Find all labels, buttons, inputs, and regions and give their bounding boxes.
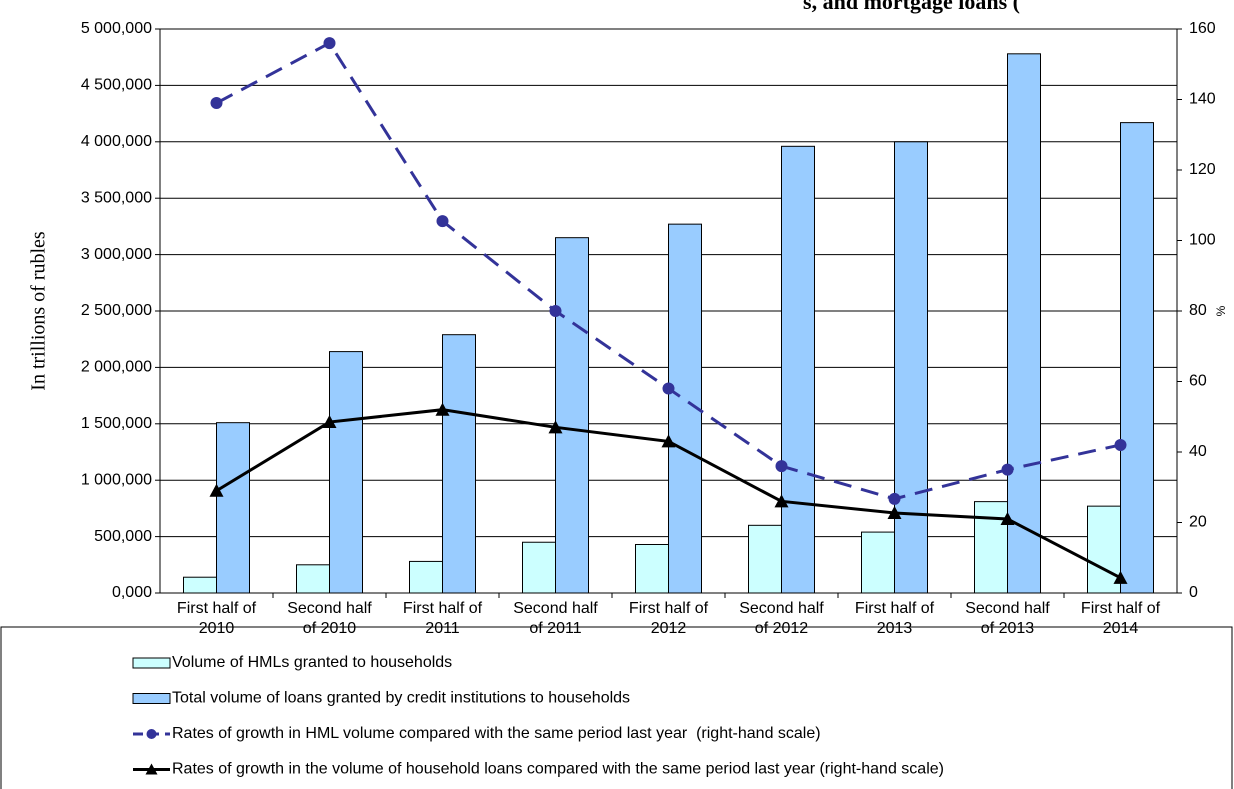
bar: [1120, 122, 1154, 594]
line-marker: [887, 505, 902, 519]
y2-tick-label: 60: [1189, 373, 1207, 390]
bar: [974, 501, 1008, 594]
x-tick-label: Second half of 2010: [287, 600, 372, 637]
line-marker: [1000, 511, 1015, 525]
bar: [409, 560, 443, 594]
bar: [748, 524, 782, 594]
y-tick-label: 0,000: [112, 584, 152, 601]
bar: [555, 237, 589, 594]
line-marker: [661, 434, 676, 448]
bar: [183, 576, 217, 594]
line-marker: [888, 492, 901, 505]
line-marker: [1114, 438, 1127, 451]
line-marker: [774, 494, 789, 508]
bar: [1087, 505, 1121, 594]
bar: [861, 531, 895, 594]
x-tick-label: Second half of 2013: [965, 600, 1050, 637]
y-tick-label: 1 500,000: [81, 415, 152, 432]
y-tick-label: 500,000: [94, 528, 152, 545]
y2-tick-label: 20: [1189, 514, 1207, 531]
y2-tick-label: 120: [1189, 161, 1216, 178]
bar: [635, 543, 669, 594]
line-marker: [549, 305, 562, 317]
chart-title: s, and mortgage loans (: [803, 0, 1020, 14]
legend-marker: [145, 763, 158, 775]
y-tick-label: 4 500,000: [81, 77, 152, 94]
legend-label: Rates of growth in HML volume compared w…: [172, 725, 821, 742]
y2-tick-label: 40: [1189, 443, 1207, 460]
line-marker: [1113, 570, 1128, 584]
line-marker: [210, 97, 223, 110]
y-tick-label: 2 500,000: [81, 302, 152, 319]
y-tick-label: 5 000,000: [81, 20, 152, 37]
x-tick-label: Second half of 2012: [739, 600, 824, 637]
y2-tick-label: 0: [1189, 584, 1198, 601]
bar: [442, 334, 476, 594]
legend-swatch: [132, 657, 171, 669]
x-tick-label: First half of 2010: [176, 600, 257, 637]
line-marker: [323, 37, 336, 50]
line-marker: [436, 215, 449, 228]
y2-axis-label: %: [1214, 305, 1228, 316]
y-axis-label: In trillions of rubles: [28, 231, 50, 391]
line-marker: [775, 460, 788, 473]
bar: [1007, 53, 1041, 594]
y-tick-label: 4 000,000: [81, 133, 152, 150]
x-tick-label: First half of 2013: [854, 600, 935, 637]
x-tick-label: First half of 2012: [628, 600, 709, 637]
legend-label: Total volume of loans granted by credit …: [172, 690, 630, 707]
legend-label: Rates of growth in the volume of househo…: [172, 761, 944, 778]
line-marker: [662, 382, 675, 395]
line-marker: [322, 415, 337, 429]
y-tick-label: 3 000,000: [81, 246, 152, 263]
y2-tick-label: 160: [1189, 20, 1216, 37]
line-marker: [209, 483, 224, 497]
y-tick-label: 2 000,000: [81, 359, 152, 376]
bar: [781, 145, 815, 594]
legend-label: Volume of HMLs granted to households: [172, 654, 452, 671]
line-marker: [1001, 463, 1014, 476]
y-tick-label: 3 500,000: [81, 189, 152, 206]
line-marker: [548, 420, 563, 434]
bar: [216, 422, 250, 594]
y2-tick-label: 80: [1189, 302, 1207, 319]
legend-box: [0, 626, 1233, 789]
y-tick-label: 1 000,000: [81, 471, 152, 488]
x-tick-label: First half of 2011: [402, 600, 483, 637]
legend-marker: [146, 729, 157, 739]
line-marker: [435, 402, 450, 416]
y2-tick-label: 140: [1189, 91, 1216, 108]
legend-swatch: [132, 693, 171, 704]
x-tick-label: First half of 2014: [1080, 600, 1161, 637]
bar: [329, 351, 363, 594]
bar: [522, 541, 556, 594]
bar: [894, 141, 928, 594]
x-tick-label: Second half of 2011: [513, 600, 598, 637]
y2-tick-label: 100: [1189, 232, 1216, 249]
bar: [296, 564, 330, 594]
